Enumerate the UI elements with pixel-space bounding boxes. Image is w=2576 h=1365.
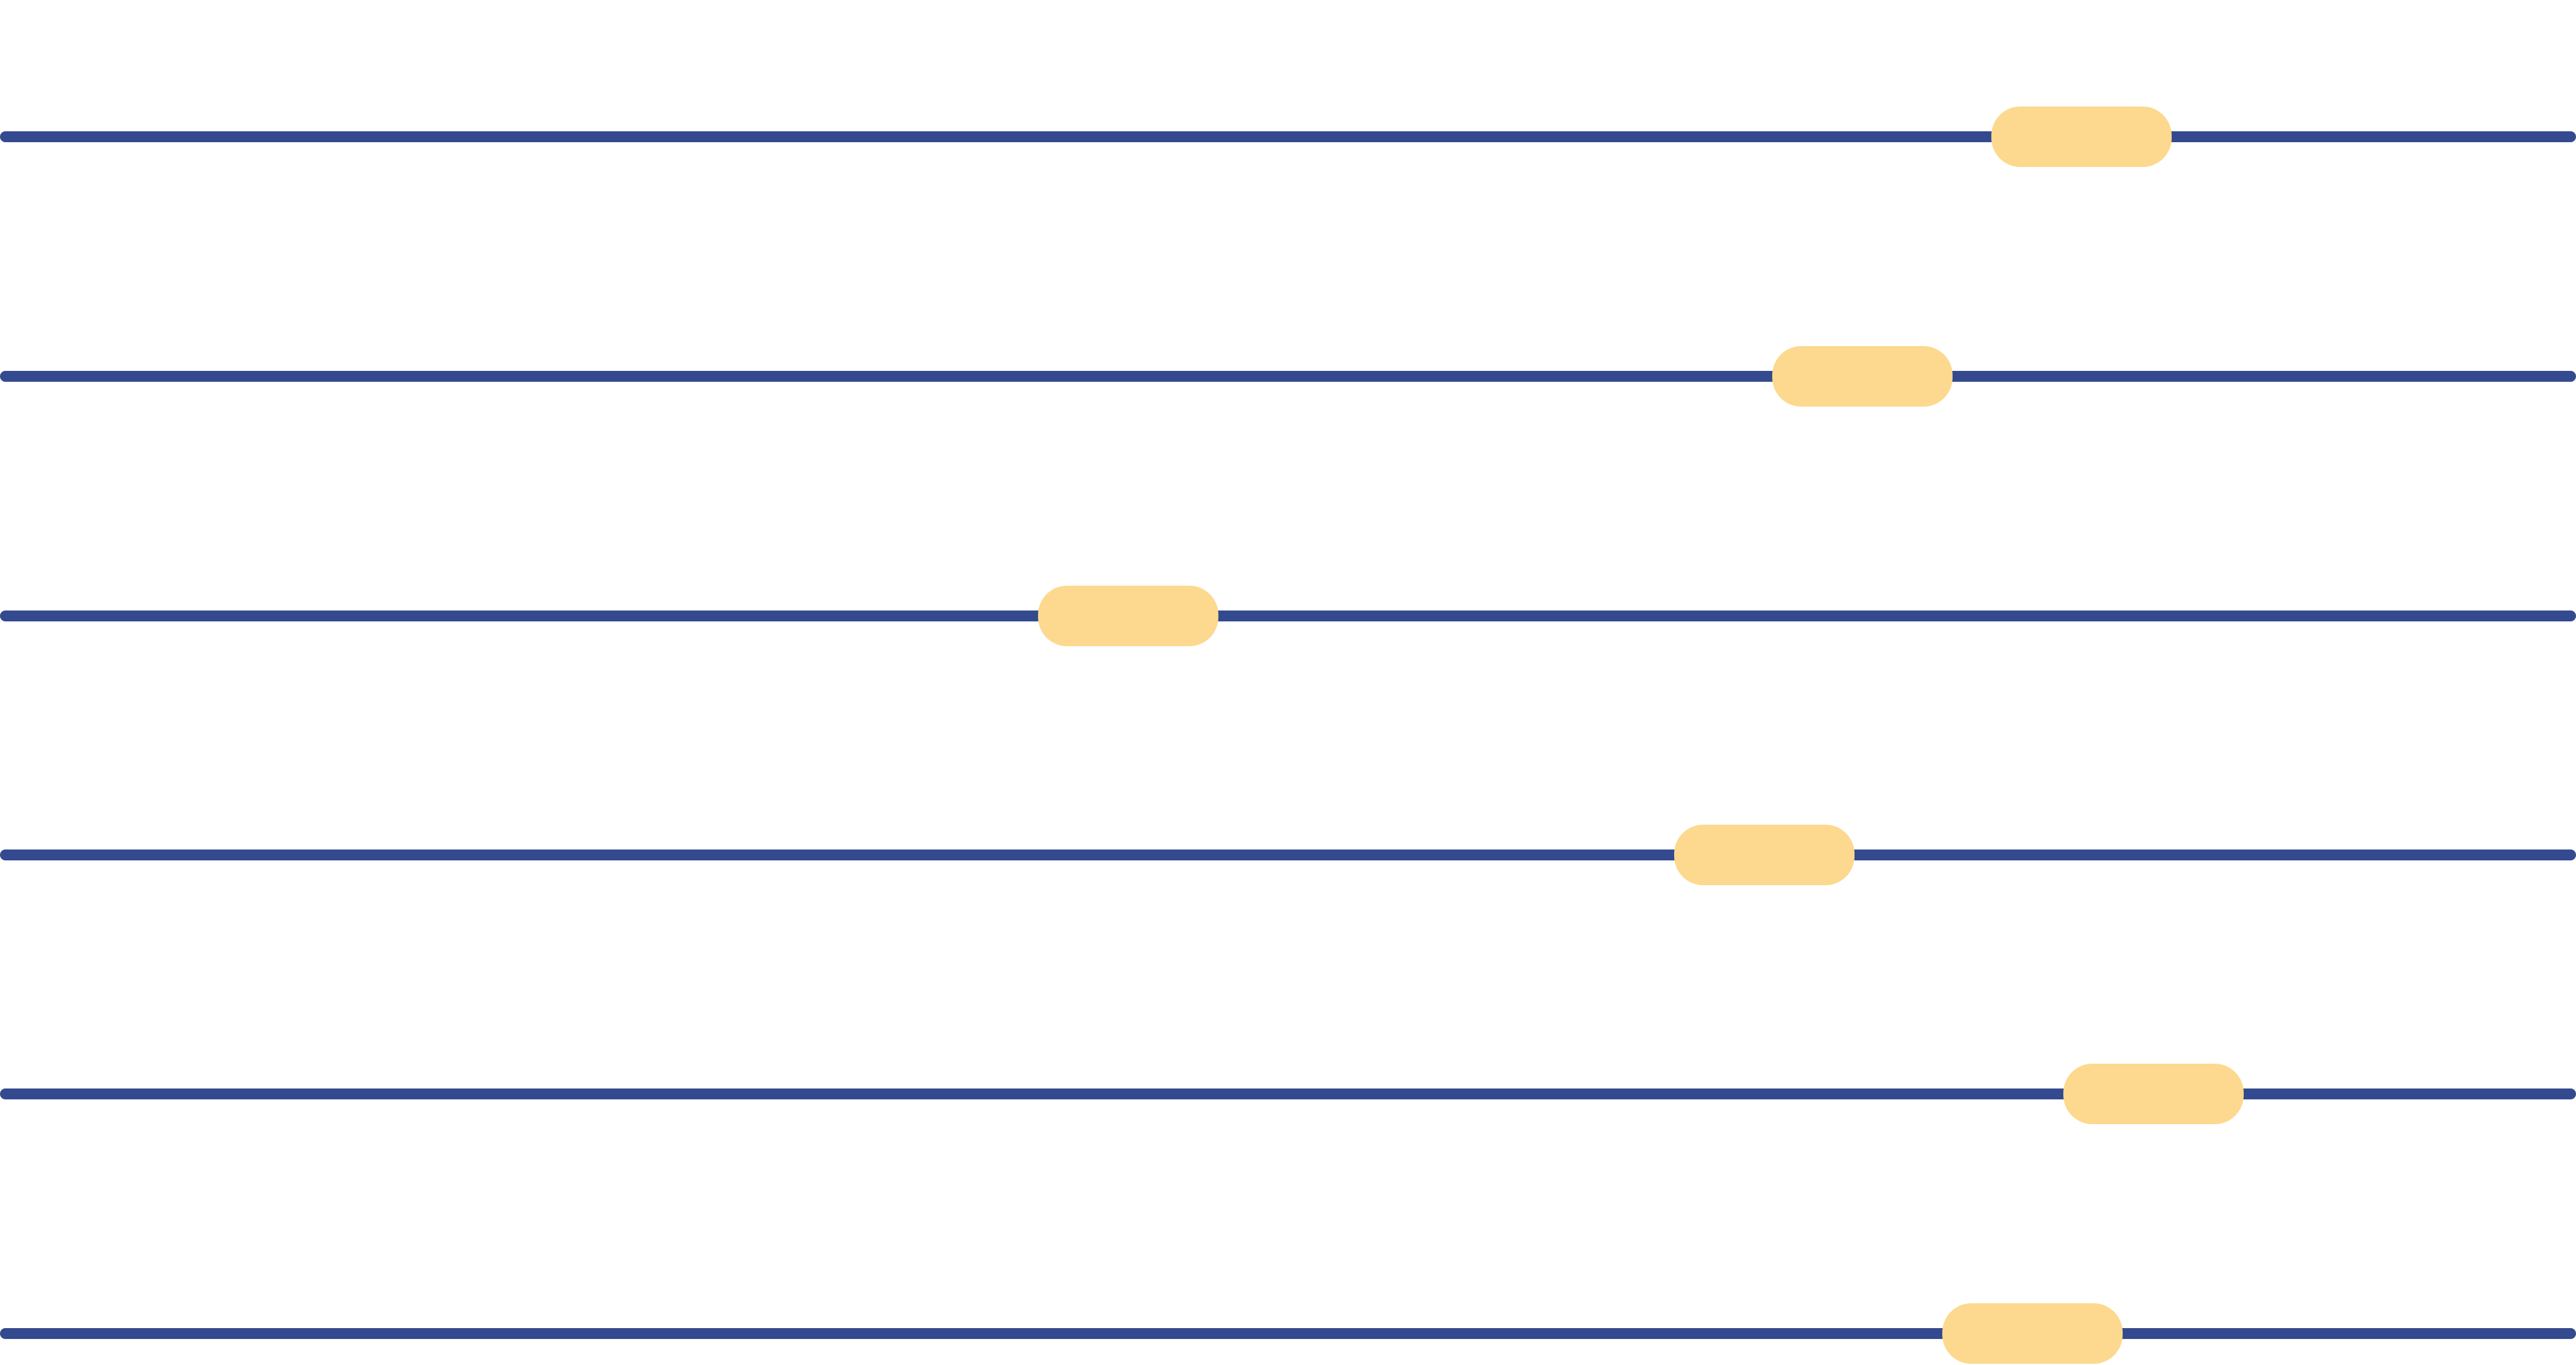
slider-thumb[interactable] xyxy=(1674,825,1855,885)
slider-track[interactable] xyxy=(0,1088,2576,1099)
slider-track[interactable] xyxy=(0,131,2576,142)
slider-track[interactable] xyxy=(0,610,2576,621)
slider-track[interactable] xyxy=(0,371,2576,382)
slider-thumb[interactable] xyxy=(1772,346,1953,407)
slider-thumb[interactable] xyxy=(1991,106,2172,167)
slider-thumb[interactable] xyxy=(2063,1064,2244,1124)
slider-thumb[interactable] xyxy=(1038,586,1219,646)
slider-thumb[interactable] xyxy=(1942,1303,2123,1364)
slider-track[interactable] xyxy=(0,1328,2576,1339)
slider-track[interactable] xyxy=(0,849,2576,860)
